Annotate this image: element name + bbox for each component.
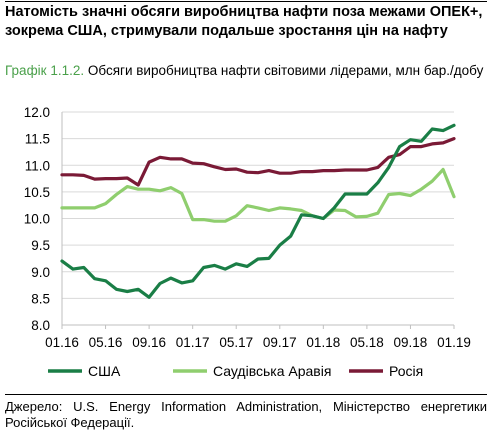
y-axis: 8.0 8.5 9.0 9.5 10.0 10.5 11.0 11.5 12.0 bbox=[24, 105, 50, 333]
y-tick-label: 11.5 bbox=[25, 132, 50, 147]
y-tick-label: 8.0 bbox=[31, 318, 50, 333]
y-tick-label: 12.0 bbox=[24, 105, 50, 120]
source-note: Джерело: U.S. Energy Information Adminis… bbox=[5, 399, 487, 430]
x-tick-label: 01.19 bbox=[437, 335, 471, 350]
y-tick-label: 9.0 bbox=[31, 265, 50, 280]
x-tick-label: 01.16 bbox=[45, 335, 79, 350]
legend: США Саудівська Аравія Росія bbox=[48, 363, 423, 379]
x-tick-label: 05.16 bbox=[89, 335, 123, 350]
legend-label-0: США bbox=[88, 363, 121, 379]
figure-caption-text: Обсяги виробництва нафти світовими лідер… bbox=[87, 63, 484, 78]
x-tick-label: 09.17 bbox=[263, 335, 297, 350]
gridlines bbox=[61, 111, 454, 326]
x-tick-label: 01.18 bbox=[306, 335, 340, 350]
y-tick-label: 11.0 bbox=[25, 158, 50, 173]
source-rule bbox=[5, 394, 487, 395]
figure-number: Графік 1.1.2. bbox=[5, 63, 85, 78]
x-tick-label: 09.16 bbox=[132, 335, 166, 350]
x-tick-label: 09.18 bbox=[394, 335, 428, 350]
series-line-2 bbox=[60, 136, 456, 187]
x-axis: 01.16 05.16 09.16 01.17 05.17 09.17 01.18 05.18… bbox=[45, 325, 471, 350]
series-line-0 bbox=[60, 123, 456, 299]
y-tick-label: 8.5 bbox=[31, 291, 50, 306]
oil-production-chart: 8.0 8.5 9.0 9.5 10.0 10.5 11.0 11.5 12.0 01.16 05… bbox=[24, 105, 471, 379]
legend-label-2: Росія bbox=[389, 363, 423, 379]
headline: Натомість значні обсяги виробництва нафт… bbox=[5, 4, 483, 39]
series-lines bbox=[60, 123, 456, 299]
y-tick-label: 10.0 bbox=[24, 212, 50, 227]
y-tick-label: 10.5 bbox=[24, 185, 50, 200]
figure-caption: Графік 1.1.2. Обсяги виробництва нафти с… bbox=[5, 62, 487, 79]
top-rule bbox=[5, 1, 487, 2]
series-line-1 bbox=[60, 167, 456, 223]
x-tick-label: 01.17 bbox=[176, 335, 210, 350]
x-tick-label: 05.17 bbox=[219, 335, 253, 350]
y-tick-label: 9.5 bbox=[31, 238, 50, 253]
legend-label-1: Саудівська Аравія bbox=[213, 363, 331, 379]
x-tick-label: 05.18 bbox=[350, 335, 384, 350]
